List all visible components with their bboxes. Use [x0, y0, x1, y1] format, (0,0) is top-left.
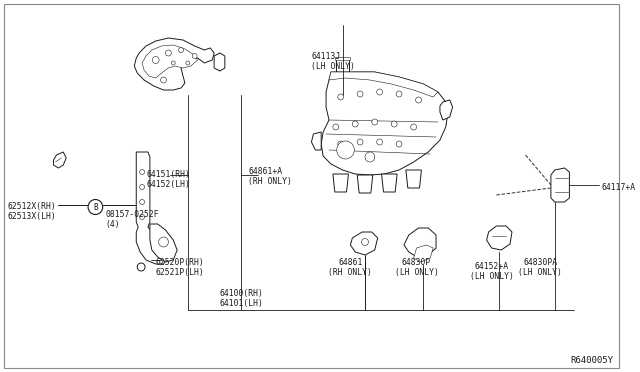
Circle shape	[137, 263, 145, 271]
Text: 62512X(RH)
62513X(LH): 62512X(RH) 62513X(LH)	[8, 202, 56, 221]
Polygon shape	[440, 100, 452, 120]
Text: 64830P
(LH ONLY): 64830P (LH ONLY)	[395, 258, 438, 278]
Circle shape	[159, 237, 168, 247]
Polygon shape	[335, 57, 350, 60]
Circle shape	[179, 48, 184, 52]
Circle shape	[357, 91, 363, 97]
Polygon shape	[406, 170, 422, 188]
Circle shape	[411, 124, 417, 130]
Circle shape	[161, 77, 166, 83]
Circle shape	[88, 199, 102, 215]
Circle shape	[186, 61, 190, 65]
Polygon shape	[134, 38, 214, 90]
Polygon shape	[551, 168, 570, 202]
Circle shape	[415, 97, 422, 103]
Polygon shape	[142, 45, 198, 78]
Text: 64117+A: 64117+A	[602, 183, 636, 192]
Text: 62520P(RH)
62521P(LH): 62520P(RH) 62521P(LH)	[156, 258, 205, 278]
Text: 64861+A
(RH ONLY): 64861+A (RH ONLY)	[248, 167, 292, 186]
Circle shape	[362, 238, 369, 246]
Circle shape	[338, 94, 344, 100]
Circle shape	[152, 57, 159, 64]
Text: 64151(RH)
64152(LH): 64151(RH) 64152(LH)	[147, 170, 190, 189]
Circle shape	[357, 139, 363, 145]
Polygon shape	[404, 228, 436, 258]
Circle shape	[338, 141, 344, 147]
Text: B: B	[93, 202, 98, 212]
Circle shape	[337, 141, 355, 159]
Circle shape	[391, 121, 397, 127]
Polygon shape	[214, 53, 225, 71]
Text: 64861
(RH ONLY): 64861 (RH ONLY)	[328, 258, 372, 278]
Circle shape	[140, 185, 145, 189]
Text: 64152+A
(LH ONLY): 64152+A (LH ONLY)	[470, 262, 513, 281]
Polygon shape	[357, 175, 372, 193]
Polygon shape	[54, 152, 66, 168]
Circle shape	[140, 199, 145, 205]
Circle shape	[396, 141, 402, 147]
Circle shape	[140, 170, 145, 174]
Polygon shape	[413, 245, 433, 262]
Text: 64113J
(LH ONLY): 64113J (LH ONLY)	[312, 52, 355, 71]
Polygon shape	[335, 78, 350, 82]
Circle shape	[396, 91, 402, 97]
Polygon shape	[381, 174, 397, 192]
Polygon shape	[336, 59, 349, 79]
Text: R640005Y: R640005Y	[570, 356, 613, 365]
Text: 08157-0252F
(4): 08157-0252F (4)	[105, 210, 159, 230]
Circle shape	[377, 139, 383, 145]
Circle shape	[172, 61, 175, 65]
Circle shape	[372, 119, 378, 125]
Circle shape	[377, 89, 383, 95]
Polygon shape	[150, 224, 177, 262]
Text: 64100(RH)
64101(LH): 64100(RH) 64101(LH)	[220, 289, 263, 308]
Polygon shape	[333, 174, 348, 192]
Circle shape	[192, 54, 197, 58]
Polygon shape	[312, 132, 321, 150]
Polygon shape	[350, 232, 378, 255]
Polygon shape	[486, 226, 512, 250]
Circle shape	[333, 124, 339, 130]
Text: 64830PA
(LH ONLY): 64830PA (LH ONLY)	[518, 258, 562, 278]
Circle shape	[166, 50, 172, 56]
Polygon shape	[329, 72, 438, 97]
Circle shape	[140, 215, 145, 219]
Polygon shape	[136, 152, 168, 264]
Circle shape	[353, 121, 358, 127]
Circle shape	[365, 152, 375, 162]
Polygon shape	[321, 72, 448, 175]
